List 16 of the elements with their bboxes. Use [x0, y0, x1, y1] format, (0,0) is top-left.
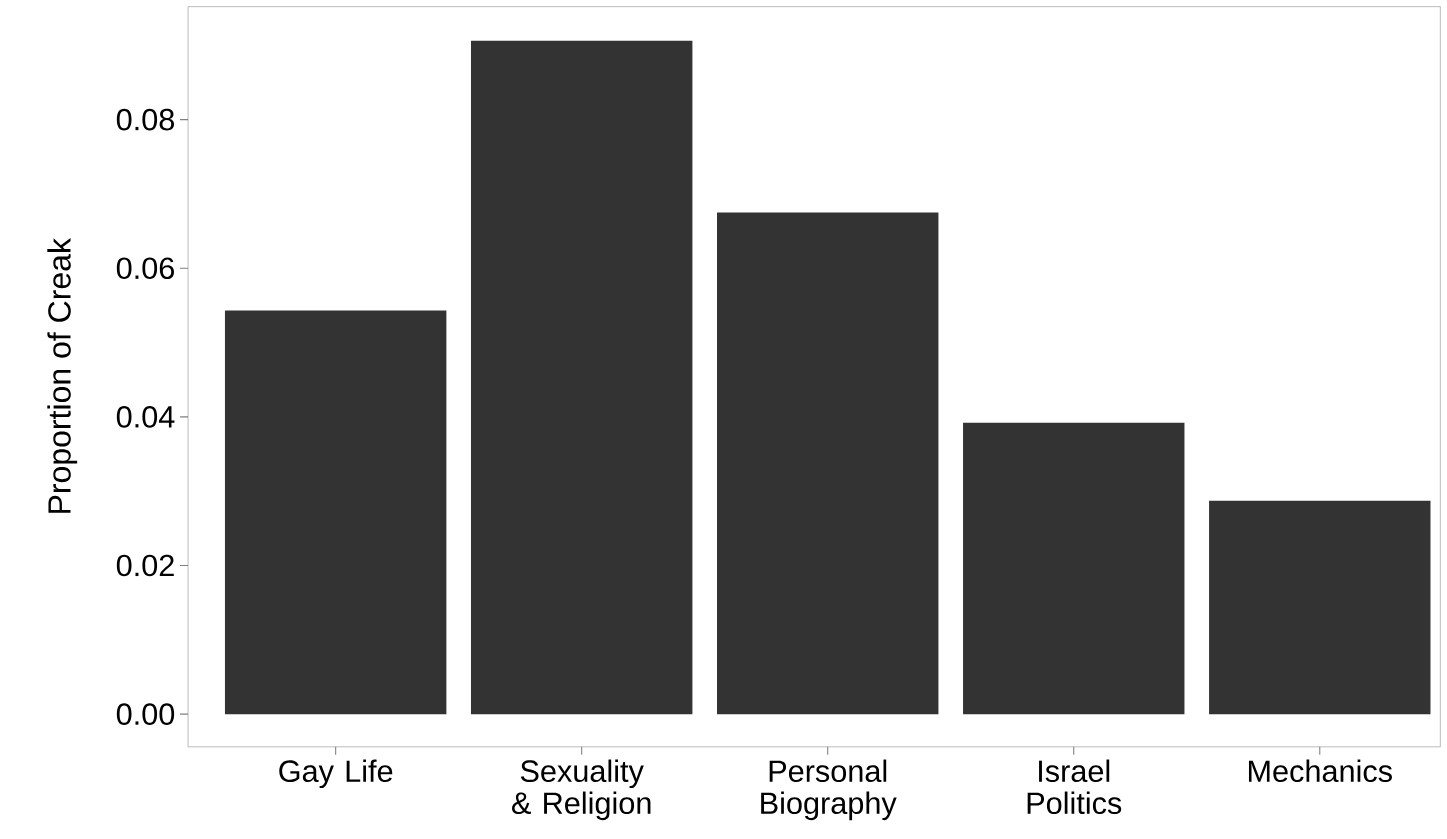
y-axis-title: Proportion of Creak [47, 238, 78, 513]
x-tick-label: Mechanics [1248, 759, 1392, 783]
y-tick-label: 0.00 [116, 703, 175, 726]
x-tick-label: Sexuality & Religion [512, 759, 651, 821]
x-tick-label: Israel Politics [1027, 759, 1122, 815]
x-tick-label: Personal Biography [761, 759, 897, 821]
y-tick-label: 0.04 [116, 406, 175, 428]
bar [1209, 500, 1431, 715]
bar [963, 422, 1185, 715]
x-tick-label: Gay Life [279, 759, 393, 789]
bar [717, 212, 939, 715]
bar [224, 310, 447, 715]
bar [470, 40, 693, 715]
y-tick-label: 0.06 [116, 257, 174, 280]
y-tick-label: 0.08 [116, 108, 174, 131]
y-tick-label: 0.02 [116, 554, 174, 577]
